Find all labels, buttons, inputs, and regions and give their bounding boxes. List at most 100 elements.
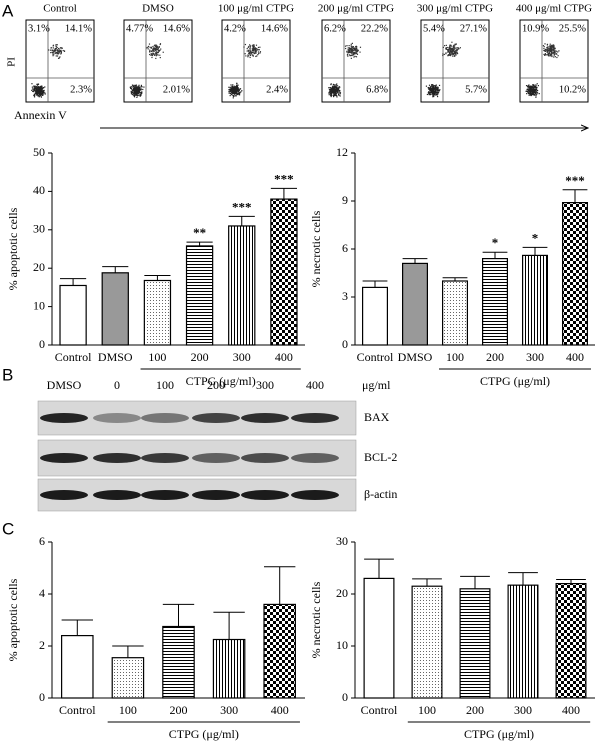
event-dot — [333, 96, 335, 98]
event-dot — [231, 89, 233, 91]
event-dot — [132, 94, 134, 96]
event-dot — [356, 46, 358, 48]
event-dot — [552, 48, 554, 51]
event-dot — [39, 89, 41, 91]
event-dot — [259, 52, 261, 54]
event-dot — [256, 49, 259, 51]
event-dot — [428, 88, 430, 90]
event-dot — [432, 85, 434, 88]
event-dot — [54, 52, 56, 55]
event-dot — [454, 44, 456, 46]
event-dot — [41, 92, 43, 94]
event-dot — [237, 93, 239, 95]
event-dot — [554, 51, 556, 53]
x-tick-label: 300 — [220, 703, 238, 717]
event-dot — [348, 52, 350, 54]
event-dot — [57, 57, 60, 59]
event-dot — [447, 49, 450, 51]
event-dot — [547, 52, 549, 54]
x-tick-label: 300 — [233, 350, 251, 364]
event-dot — [430, 89, 432, 92]
event-dot — [53, 49, 56, 51]
event-dot — [528, 84, 530, 86]
event-dot — [56, 46, 58, 49]
event-dot — [52, 44, 55, 46]
event-dot — [153, 48, 155, 50]
blot-band — [93, 413, 141, 423]
event-dot — [350, 48, 352, 51]
event-dot — [331, 87, 334, 89]
event-dot — [453, 44, 455, 46]
group-label: CTPG (μg/ml) — [186, 374, 256, 388]
group-label: CTPG (μg/ml) — [169, 727, 239, 741]
event-dot — [159, 43, 162, 45]
event-dot — [254, 49, 257, 51]
event-dot — [141, 91, 143, 93]
event-dot — [435, 89, 437, 91]
event-dot — [339, 86, 341, 88]
event-dot — [337, 89, 339, 91]
event-dot — [448, 54, 450, 56]
event-dot — [37, 86, 39, 88]
event-dot — [138, 84, 140, 86]
event-dot — [49, 49, 52, 51]
event-dot — [159, 54, 161, 56]
event-dot — [328, 92, 330, 95]
event-dot — [529, 88, 532, 90]
event-dot — [38, 86, 41, 89]
lane-label: 200 — [207, 378, 225, 392]
event-dot — [136, 94, 138, 97]
event-dot — [450, 50, 453, 53]
event-dot — [137, 92, 139, 94]
x-tick-label: 400 — [275, 350, 293, 364]
event-dot — [251, 45, 253, 47]
event-dot — [356, 49, 359, 51]
lane-label: DMSO — [47, 378, 82, 392]
flow-y-label: PI — [6, 57, 18, 67]
event-dot — [353, 54, 355, 56]
event-dot — [333, 93, 335, 96]
event-dot — [233, 87, 235, 89]
event-dot — [526, 93, 528, 95]
event-dot — [56, 50, 58, 52]
event-dot — [137, 87, 139, 89]
event-dot — [134, 94, 136, 96]
event-dot — [533, 91, 535, 93]
event-dot — [157, 51, 159, 54]
event-dot — [453, 50, 455, 52]
event-dot — [553, 56, 555, 58]
quadrant-label: 10.2% — [559, 84, 586, 95]
event-dot — [229, 91, 231, 93]
blot-band — [291, 453, 339, 463]
event-dot — [228, 86, 230, 88]
event-dot — [252, 47, 254, 49]
y-tick-label: 4 — [39, 586, 45, 600]
event-dot — [452, 50, 454, 53]
event-dot — [336, 88, 338, 90]
event-dot — [231, 89, 233, 92]
event-dot — [433, 94, 435, 96]
flow-frame — [420, 19, 490, 103]
event-dot — [237, 87, 239, 89]
event-dot — [527, 90, 529, 93]
y-tick-label: 30 — [33, 222, 45, 236]
blot-band — [192, 490, 240, 500]
event-dot — [257, 51, 260, 53]
quadrant-label: 25.5% — [559, 23, 586, 34]
event-dot — [445, 53, 447, 55]
quadrant-label: 4.77% — [126, 23, 153, 34]
x-tick-label: 400 — [271, 703, 289, 717]
blot-band — [241, 453, 289, 463]
bar — [561, 202, 588, 346]
event-dot — [436, 87, 438, 90]
event-dot — [554, 53, 556, 56]
event-dot — [246, 50, 248, 52]
event-dot — [135, 89, 137, 91]
event-dot — [139, 86, 141, 88]
event-dot — [39, 92, 41, 94]
panel-label: B — [2, 365, 13, 384]
event-dot — [434, 85, 436, 87]
event-dot — [236, 88, 238, 90]
event-dot — [141, 92, 143, 94]
event-dot — [339, 89, 341, 92]
